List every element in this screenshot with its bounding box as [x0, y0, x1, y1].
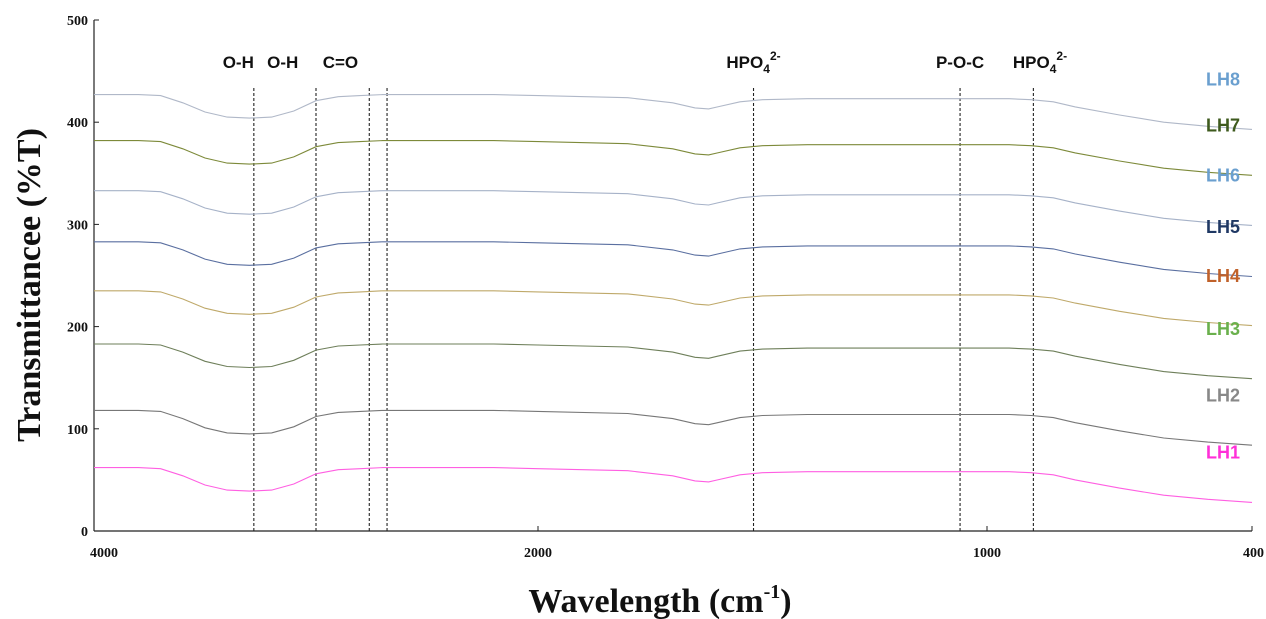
y-tick-label: 300 [67, 218, 88, 233]
x-axis-title-close: ) [780, 583, 791, 619]
series-label-lh6: LH6 [1206, 166, 1240, 186]
band-label: C=O [323, 53, 358, 72]
x-axis-title: Wavelength (cm-1) [528, 581, 791, 619]
y-tick-labels: 0 100 200 300 400 500 [67, 14, 88, 540]
band-label: HPO42- [1013, 49, 1067, 76]
series-line-lh2 [94, 409, 1253, 446]
series-line-lh5 [94, 241, 1253, 278]
y-tick-label: 500 [67, 14, 88, 29]
x-tick-label: 1000 [973, 546, 1001, 561]
series-labels: LH1 LH2 LH3 LH4 LH5 LH6 LH7 LH8 [1206, 70, 1240, 463]
series-line-lh3 [94, 343, 1253, 380]
x-axis-title-sup: -1 [764, 581, 781, 603]
y-axis-title: Transmittancee (%T) [11, 128, 48, 442]
series-label-lh1: LH1 [1206, 443, 1240, 463]
band-label: O-H [267, 53, 298, 72]
series-label-lh4: LH4 [1206, 266, 1240, 286]
plot-frame [93, 20, 1252, 532]
y-tick-label: 400 [67, 116, 88, 131]
series-line-lh7 [94, 140, 1253, 176]
x-tick-label: 400 [1243, 546, 1264, 561]
y-tick-label: 100 [67, 423, 88, 438]
series-line-lh4 [94, 290, 1253, 327]
series-line-lh8 [94, 94, 1253, 130]
band-labels: O-H O-H C=O HPO42- P-O-C HPO42- [223, 49, 1067, 76]
band-label: O-H [223, 53, 254, 72]
tick-marks [93, 19, 1253, 532]
x-tick-label: 4000 [90, 546, 118, 561]
x-axis-title-main: Wavelength (cm [528, 583, 763, 619]
series-label-lh8: LH8 [1206, 70, 1240, 90]
x-tick-label: 2000 [524, 546, 552, 561]
y-tick-label: 200 [67, 321, 88, 336]
band-label: HPO42- [726, 49, 780, 76]
series-line-lh6 [94, 190, 1253, 226]
band-label: P-O-C [936, 53, 984, 72]
series-label-lh5: LH5 [1206, 217, 1240, 237]
series-label-lh3: LH3 [1206, 319, 1240, 339]
band-marker-lines [253, 88, 1034, 531]
series-label-lh2: LH2 [1206, 385, 1240, 405]
x-tick-labels: 4000 2000 1000 400 [90, 546, 1264, 561]
series-line-lh1 [94, 467, 1253, 503]
y-tick-label: 0 [81, 525, 88, 540]
series-label-lh7: LH7 [1206, 116, 1240, 136]
series-lines [94, 94, 1253, 503]
